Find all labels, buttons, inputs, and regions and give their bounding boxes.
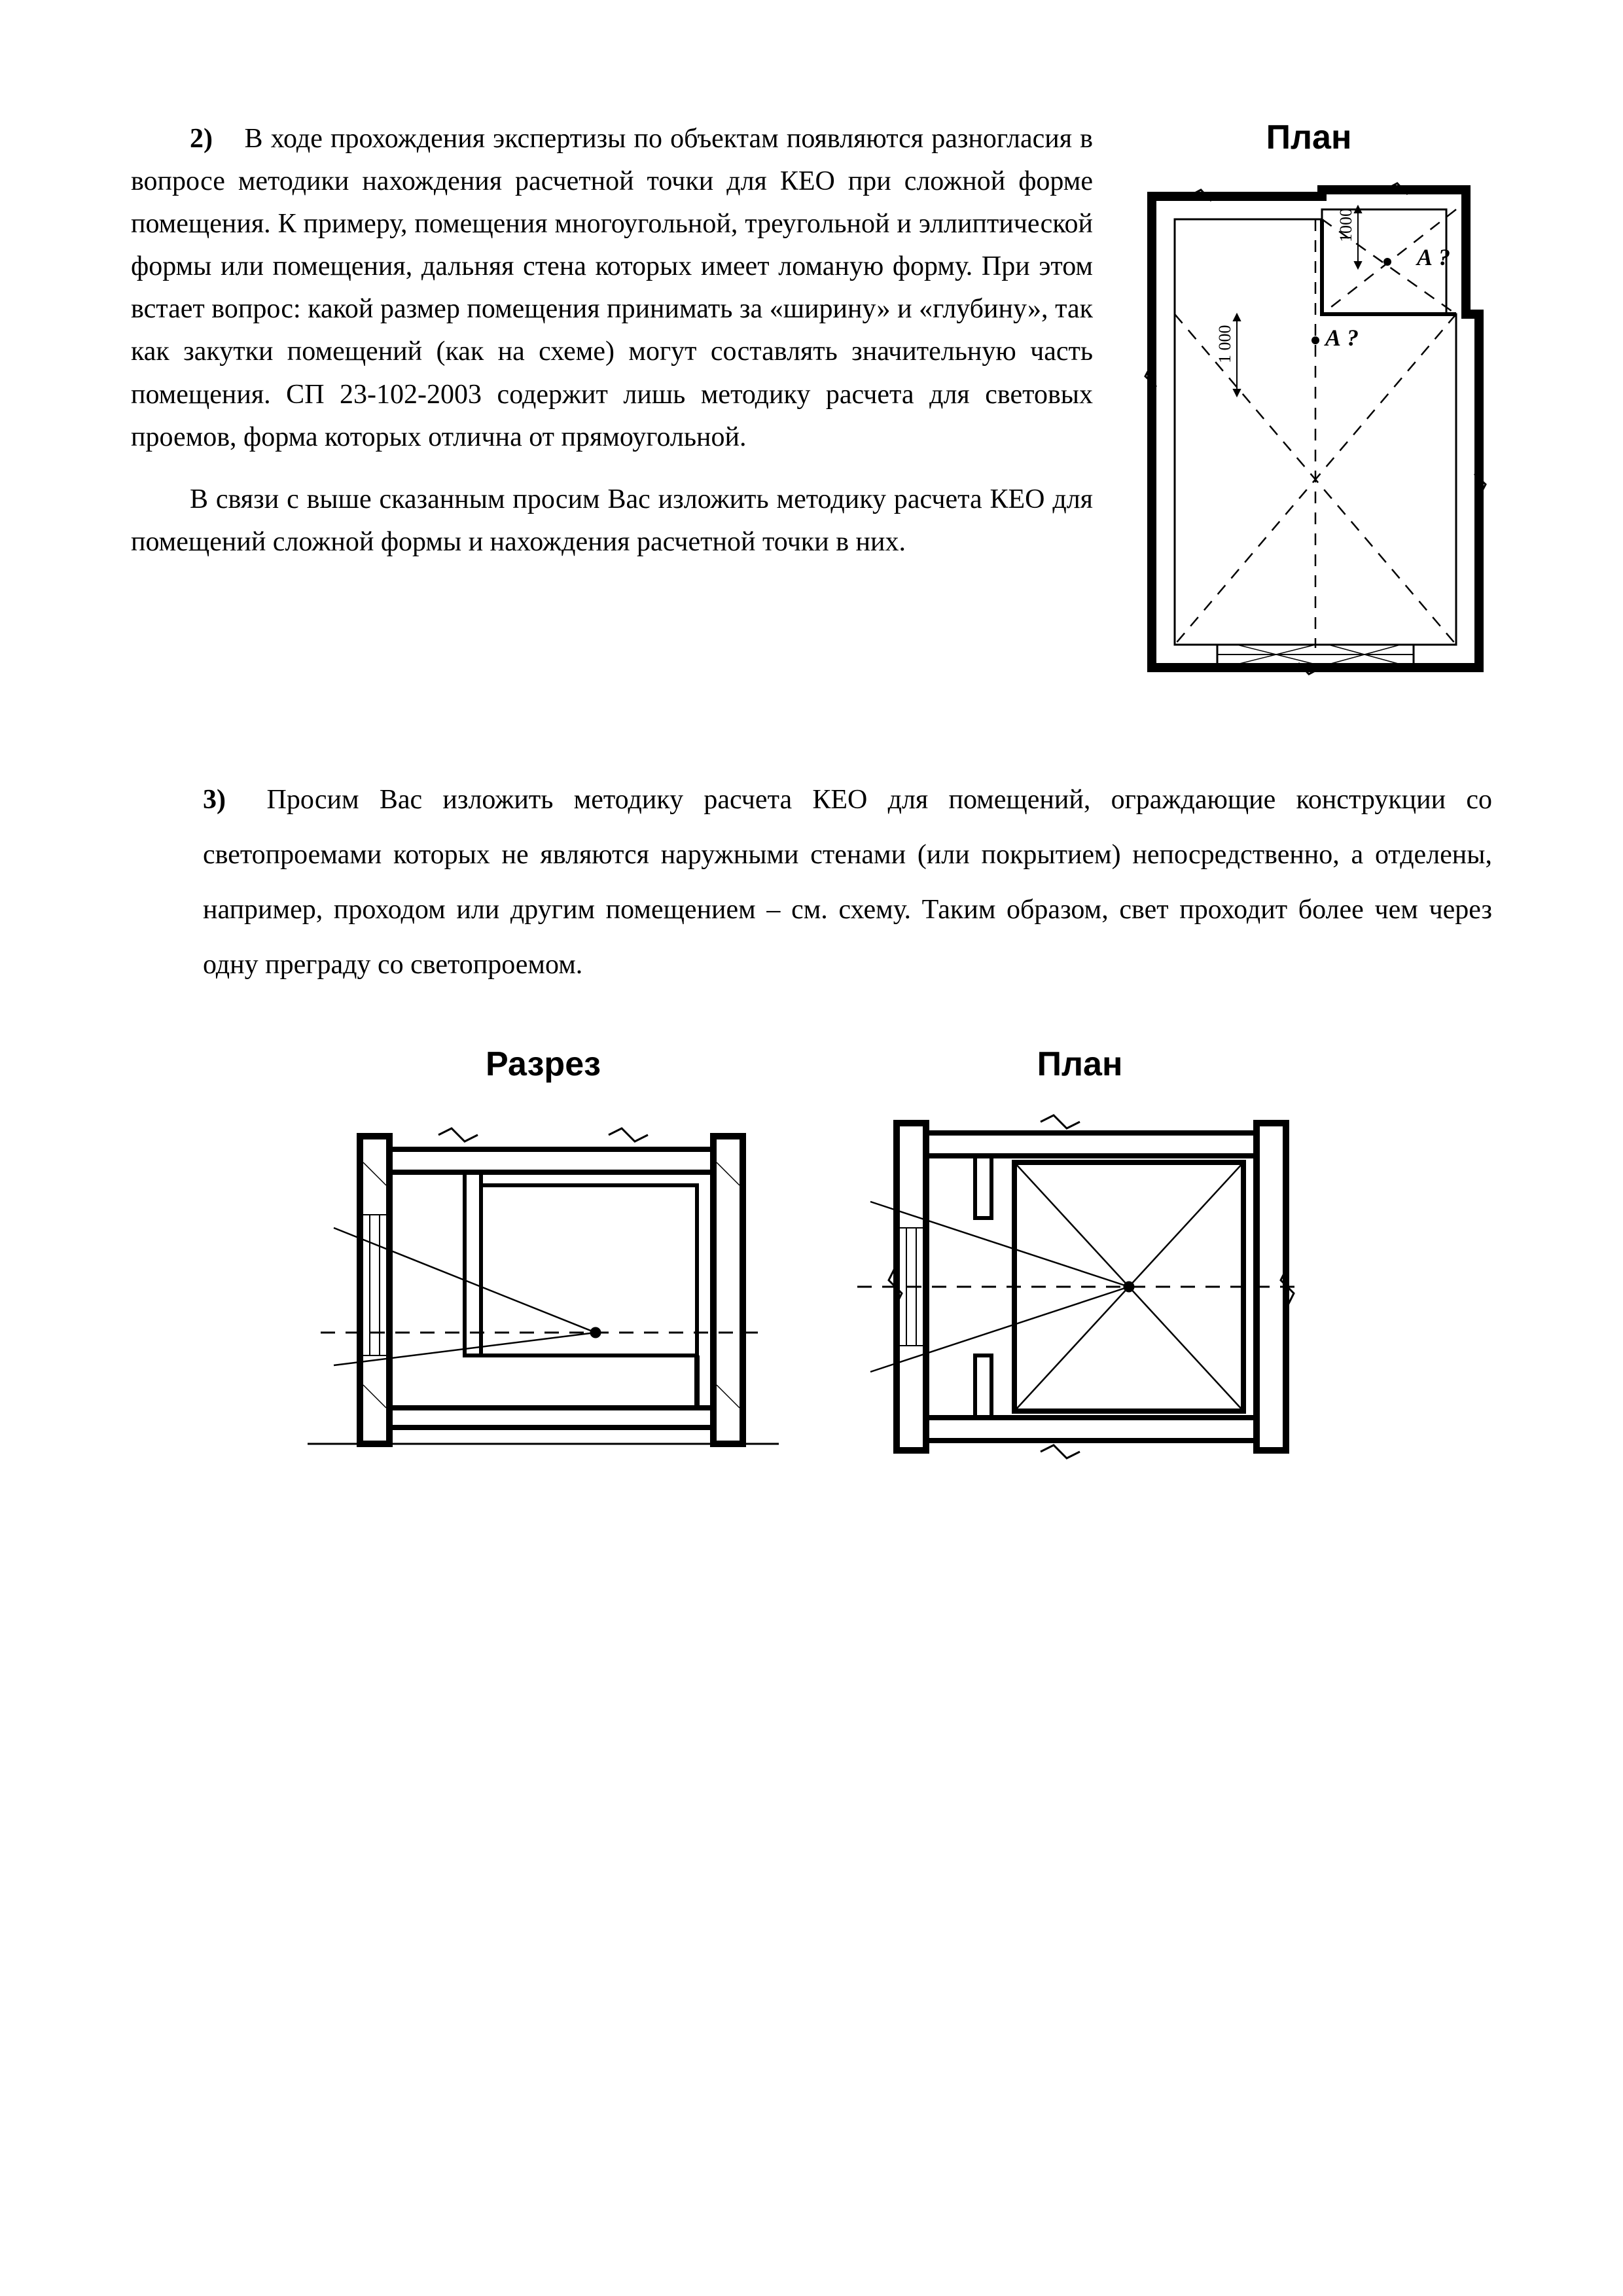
label-a2: А ? (1324, 325, 1359, 351)
plan-title-2: План (1037, 1045, 1123, 1084)
section-3-para: 3) Просим Вас изложить методику расчета … (203, 772, 1492, 992)
dim-label-1000-a: 1000 (1336, 208, 1355, 242)
dim-label-1000-b: 1 000 (1215, 325, 1234, 364)
section-2-para-1: 2) В ходе прохождения экспертизы по объе… (131, 118, 1093, 459)
item-number-2: 2) (190, 124, 213, 154)
plan-diagram-1: 1000 1 000 А ? А ? (1126, 170, 1492, 694)
section-2-text-1: В ходе прохождения экспертизы по объекта… (131, 124, 1093, 452)
section-2-diagram-block: План (1126, 118, 1492, 694)
diagram-plan-block: План (844, 1045, 1315, 1463)
razrez-diagram (308, 1097, 779, 1463)
plan-title-1: План (1126, 118, 1492, 157)
plan-diagram-2 (844, 1097, 1315, 1463)
section-2-para-2: В связи с выше сказанным просим Вас изло… (131, 478, 1093, 564)
label-a1: А ? (1416, 244, 1450, 270)
item-number-3: 3) (203, 785, 226, 815)
bottom-diagrams: Разрез (131, 1045, 1492, 1463)
section-3: 3) Просим Вас изложить методику расчета … (131, 772, 1492, 992)
razrez-title: Разрез (486, 1045, 601, 1084)
section-2: 2) В ходе прохождения экспертизы по объе… (131, 118, 1492, 694)
section-2-text-block: 2) В ходе прохождения экспертизы по объе… (131, 118, 1093, 694)
diagram-razrez-block: Разрез (308, 1045, 779, 1463)
section-3-text: Просим Вас изложить методику расчета КЕО… (203, 785, 1492, 980)
